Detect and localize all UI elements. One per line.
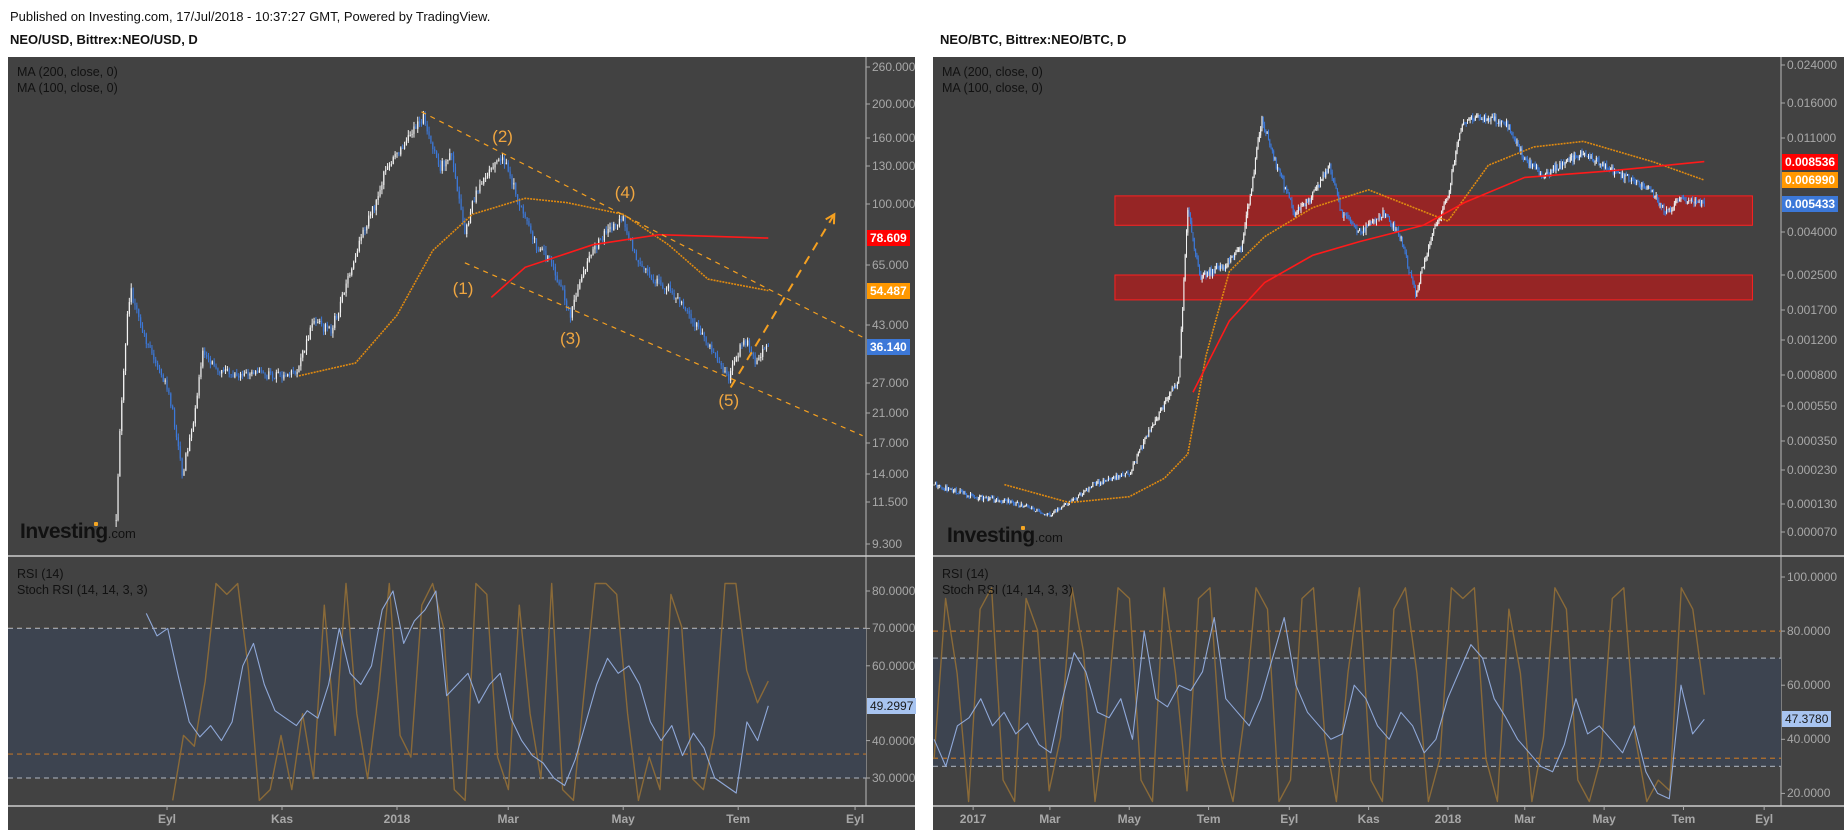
rsi-tick-label: 30.0000 — [872, 771, 916, 785]
stoch-rsi-legend: Stoch RSI (14, 14, 3, 3) — [17, 583, 148, 597]
elliott-wave-label: (4) — [614, 182, 636, 202]
price-tick-label: 0.011000 — [1787, 131, 1837, 145]
investing-logo: Investing.com — [947, 524, 1063, 547]
price-tick-label: 43.000 — [872, 318, 909, 332]
time-tick-label: May — [1592, 812, 1616, 826]
elliott-wave-label: (2) — [492, 127, 513, 147]
price-tick-label: 0.001700 — [1787, 303, 1838, 317]
price-tick-label: 260.000 — [872, 60, 916, 74]
left-ma-legend: MA (200, close, 0) MA (100, close, 0) — [17, 64, 118, 96]
investing-logo: Investing.com — [20, 520, 136, 543]
price-tick-label: 0.000130 — [1787, 497, 1838, 511]
rsi-last-value-badge: 47.3780 — [1782, 711, 1832, 728]
ma100-legend: MA (100, close, 0) — [942, 81, 1043, 95]
price-badge: 0.005433 — [1782, 195, 1839, 212]
rsi-legend: RSI (14) — [17, 567, 64, 581]
price-tick-label: 200.000 — [872, 97, 916, 111]
elliott-wave-label: (5) — [718, 391, 740, 411]
ma100-legend: MA (100, close, 0) — [17, 81, 118, 95]
price-tick-label: 11.500 — [872, 495, 908, 509]
price-badge: 0.006990 — [1782, 172, 1839, 189]
price-tick-label: 0.016000 — [1787, 96, 1838, 110]
rsi-tick-label: 60.0000 — [1787, 678, 1831, 693]
time-tick-label: 2017 — [959, 812, 987, 826]
elliott-wave-label: (3) — [560, 328, 581, 348]
logo-dot-icon — [94, 522, 98, 526]
time-tick-label: Eyl — [846, 812, 865, 826]
price-tick-label: 21.000 — [872, 406, 909, 420]
time-tick-label: Tem — [1671, 812, 1696, 826]
time-tick-label: 2018 — [383, 812, 411, 826]
time-tick-label: Tem — [726, 812, 751, 826]
price-tick-label: 14.000 — [872, 467, 909, 481]
rsi-legend: RSI (14) — [942, 567, 989, 581]
left-rsi-legend: RSI (14) Stoch RSI (14, 14, 3, 3) — [17, 566, 148, 598]
price-badge: 0.008536 — [1782, 153, 1839, 170]
time-tick-label: Mar — [1039, 812, 1061, 826]
right-chart-panel[interactable] — [933, 57, 1844, 830]
time-tick-label: May — [611, 812, 635, 826]
time-tick-label: Eyl — [1755, 812, 1774, 826]
published-caption: Published on Investing.com, 17/Jul/2018 … — [10, 9, 491, 24]
price-tick-label: 0.004000 — [1787, 225, 1838, 239]
price-tick-label: 100.000 — [872, 197, 916, 211]
rsi-tick-label: 40.0000 — [1787, 732, 1831, 747]
price-badge: 54.487 — [867, 282, 910, 299]
time-tick-label: Kas — [270, 812, 294, 826]
time-tick-label: Kas — [1357, 812, 1380, 826]
price-tick-label: 0.001200 — [1787, 333, 1838, 347]
time-tick-label: Mar — [497, 812, 519, 826]
price-badge: 78.609 — [867, 230, 910, 247]
logo-dot-icon — [1021, 526, 1025, 530]
right-ma-legend: MA (200, close, 0) MA (100, close, 0) — [942, 64, 1043, 96]
rsi-tick-label: 70.0000 — [872, 621, 916, 636]
price-tick-label: 0.024000 — [1787, 58, 1838, 72]
time-tick-label: 2018 — [1434, 812, 1462, 826]
price-tick-label: 9.300 — [872, 537, 903, 551]
time-tick-label: Mar — [1514, 812, 1536, 826]
price-tick-label: 65.000 — [872, 258, 909, 272]
rsi-tick-label: 60.0000 — [872, 658, 916, 673]
rsi-tick-label: 80.0000 — [872, 584, 916, 598]
price-tick-label: 0.000070 — [1787, 525, 1838, 539]
rsi-tick-label: 80.0000 — [1787, 624, 1831, 639]
time-tick-label: May — [1117, 812, 1141, 826]
price-tick-label: 160.000 — [872, 131, 916, 145]
logo-suffix: com — [111, 526, 136, 541]
price-badge: 36.140 — [867, 338, 910, 355]
left-chart-panel[interactable] — [8, 57, 915, 830]
left-chart-title: NEO/USD, Bittrex:NEO/USD, D — [10, 32, 198, 47]
price-tick-label: 0.000230 — [1787, 463, 1838, 477]
price-tick-label: 0.000350 — [1787, 434, 1838, 448]
ma200-legend: MA (200, close, 0) — [942, 65, 1043, 79]
rsi-last-value-badge: 49.2997 — [867, 697, 917, 714]
time-tick-label: Eyl — [1280, 812, 1299, 826]
ma200-legend: MA (200, close, 0) — [17, 65, 118, 79]
price-tick-label: 0.002500 — [1787, 268, 1838, 282]
time-tick-label: Tem — [1196, 812, 1221, 826]
rsi-tick-label: 20.0000 — [1787, 786, 1831, 801]
logo-brand: Investing — [947, 524, 1035, 547]
stoch-rsi-legend: Stoch RSI (14, 14, 3, 3) — [942, 583, 1073, 597]
logo-brand: Investing — [20, 520, 108, 543]
rsi-tick-label: 100.0000 — [1787, 570, 1838, 584]
rsi-tick-label: 40.0000 — [872, 733, 916, 748]
price-tick-label: 27.000 — [872, 376, 909, 390]
right-chart-title: NEO/BTC, Bittrex:NEO/BTC, D — [940, 32, 1127, 47]
price-tick-label: 17.000 — [872, 436, 909, 450]
right-rsi-legend: RSI (14) Stoch RSI (14, 14, 3, 3) — [942, 566, 1073, 598]
price-tick-label: 0.000800 — [1787, 368, 1838, 382]
elliott-wave-label: (1) — [452, 279, 474, 299]
price-tick-label: 0.000550 — [1787, 399, 1838, 413]
logo-suffix: com — [1038, 530, 1063, 545]
price-tick-label: 130.000 — [872, 159, 916, 173]
time-tick-label: Eyl — [158, 812, 177, 826]
